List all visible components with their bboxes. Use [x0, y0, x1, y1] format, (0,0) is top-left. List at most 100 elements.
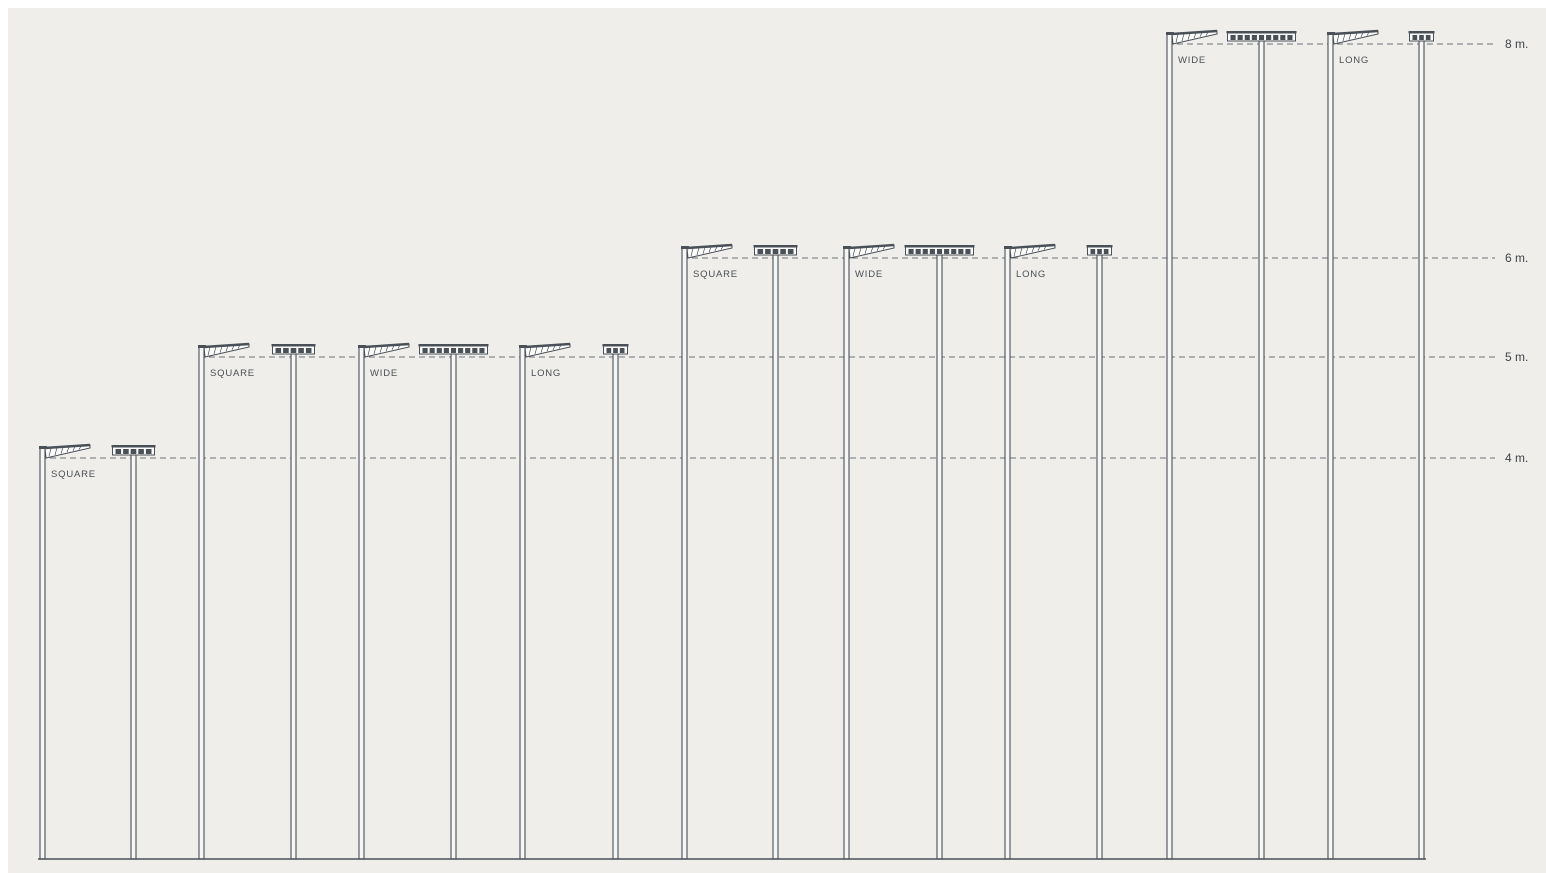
side-view-pole: [1166, 33, 1173, 860]
led-module: [619, 348, 625, 353]
front-view-pole: [612, 353, 619, 860]
variant-label-wide: WIDE: [1178, 55, 1206, 66]
luminaire-arm-rib: [1013, 248, 1017, 257]
led-module: [1412, 35, 1418, 40]
front-view-luminaire: [271, 344, 316, 355]
luminaire-cap: [418, 344, 489, 347]
led-module: [944, 249, 950, 254]
side-view-luminaire: [1327, 29, 1379, 45]
led-module: [772, 249, 779, 254]
luminaire-arm-rib: [690, 248, 694, 257]
luminaire-arm-rib: [1354, 32, 1358, 39]
luminaire-arm-rib: [1181, 33, 1185, 42]
luminaire-bracket: [681, 246, 689, 249]
led-module: [1251, 35, 1257, 40]
side-view-luminaire: [1166, 29, 1218, 45]
led-module: [465, 348, 471, 353]
led-module: [436, 348, 442, 353]
variant-label-square: SQUARE: [693, 269, 738, 280]
side-view-pole: [1327, 33, 1334, 860]
led-module: [965, 249, 971, 254]
luminaire-arm-top: [524, 342, 571, 349]
side-view-pole: [519, 346, 526, 860]
side-view-pole: [358, 346, 365, 860]
height-levels: 8 m. 6 m. 5 m. 4 m.: [40, 37, 1528, 465]
led-module: [765, 249, 771, 254]
led-module: [757, 249, 764, 254]
led-module: [145, 449, 152, 454]
height-label-5m: 5 m.: [1505, 350, 1528, 364]
led-module: [305, 348, 312, 353]
pole-pair-square-5m: SQUARE: [198, 342, 316, 860]
led-module: [908, 249, 914, 254]
luminaire-bracket: [39, 446, 47, 449]
led-module: [479, 348, 485, 353]
luminaire-bracket: [358, 345, 366, 348]
side-view-pole: [39, 447, 46, 860]
luminaire-arm-rib: [219, 346, 223, 353]
pole-pair-wide-6m: WIDE: [843, 243, 975, 860]
front-view-luminaire: [753, 245, 798, 256]
luminaire-cap: [1226, 31, 1297, 34]
luminaire-arm-rib: [66, 446, 70, 453]
luminaire-arm-rib: [48, 448, 52, 457]
variant-label-wide: WIDE: [855, 269, 883, 280]
led-module: [298, 348, 304, 353]
luminaire-arm-rib: [72, 446, 76, 452]
led-module: [780, 249, 786, 254]
variant-label-square: SQUARE: [51, 469, 96, 480]
led-module: [1266, 35, 1272, 40]
luminaire-arm-rib: [708, 246, 712, 253]
luminaire-arm-top: [686, 243, 733, 250]
side-view-luminaire: [681, 243, 733, 259]
led-module: [787, 249, 794, 254]
luminaire-arm-rib: [534, 346, 538, 355]
luminaire-arm-rib: [1342, 33, 1346, 42]
side-view-luminaire: [843, 243, 895, 259]
luminaire-arm-top: [848, 243, 895, 250]
luminaire-cap: [602, 344, 629, 347]
led-module: [951, 249, 957, 254]
luminaire-arm-rib: [714, 246, 718, 252]
led-module: [922, 249, 928, 254]
led-module: [613, 348, 618, 353]
luminaire-bracket: [519, 345, 527, 348]
luminaire-bracket: [198, 345, 206, 348]
luminaire-arm-rib: [207, 347, 211, 356]
front-view-pole: [936, 254, 943, 860]
front-view-pole: [1096, 254, 1103, 860]
led-module: [1097, 249, 1102, 254]
front-view-luminaire: [418, 344, 489, 355]
pole-pair-square-6m: SQUARE: [681, 243, 798, 860]
height-label-6m: 6 m.: [1505, 251, 1528, 265]
front-view-luminaire: [1408, 31, 1435, 42]
variant-label-long: LONG: [1339, 55, 1369, 66]
led-module: [936, 249, 943, 254]
height-label-4m: 4 m.: [1505, 451, 1528, 465]
luminaire-cap: [271, 344, 316, 347]
luminaire-arm-top: [203, 342, 250, 349]
led-module: [1280, 35, 1286, 40]
led-module: [422, 348, 428, 353]
front-view-pole: [130, 454, 137, 860]
led-module: [1258, 35, 1265, 40]
luminaire-arm-rib: [231, 345, 235, 351]
led-module: [1103, 249, 1109, 254]
luminaire-cap: [1086, 245, 1113, 248]
led-module: [283, 348, 289, 353]
side-view-pole: [843, 247, 850, 860]
luminaire-arm-rib: [225, 345, 229, 352]
luminaire-cap: [1408, 31, 1435, 34]
luminaire-arm-rib: [54, 447, 58, 456]
side-view-luminaire: [198, 342, 250, 358]
luminaire-bracket: [843, 246, 851, 249]
led-module: [606, 348, 612, 353]
side-view-luminaire: [519, 342, 571, 358]
luminaire-arm-rib: [696, 247, 700, 256]
luminaire-arm-rib: [391, 345, 395, 351]
led-module: [1287, 35, 1293, 40]
led-module: [1425, 35, 1431, 40]
led-module: [290, 348, 297, 353]
luminaire-arm-rib: [60, 447, 64, 454]
